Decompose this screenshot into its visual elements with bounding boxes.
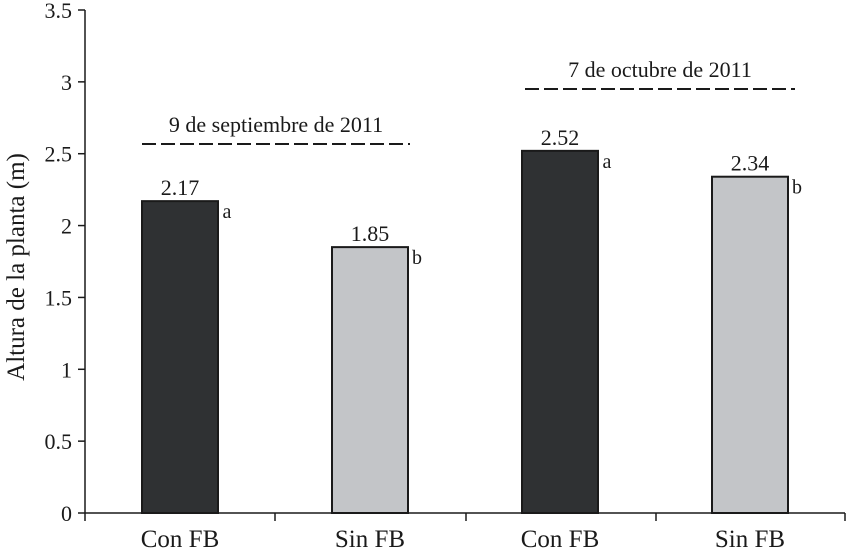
y-axis-title: Altura de la planta (m) [3, 153, 30, 381]
y-tick-label: 1.5 [45, 285, 73, 310]
bar-value-label: 2.34 [731, 151, 770, 176]
bar-value-label: 2.17 [161, 175, 200, 200]
y-tick-label: 2 [61, 214, 72, 239]
bar [331, 246, 409, 514]
y-tick-label: 3.5 [45, 0, 73, 23]
bar [141, 200, 219, 514]
bar-value-label: 1.85 [351, 221, 390, 246]
significance-letter: b [412, 247, 422, 269]
group-date-label: 9 de septiembre de 2011 [169, 112, 383, 137]
y-tick-label: 2.5 [45, 142, 73, 167]
significance-letter: a [603, 151, 612, 173]
significance-letter: a [223, 201, 232, 223]
bar-value-label: 2.52 [541, 125, 580, 150]
y-tick-label: 1 [61, 357, 72, 382]
x-category-label: Con FB [141, 526, 220, 549]
y-tick-label: 0.5 [45, 429, 73, 454]
group-date-label: 7 de octubre de 2011 [568, 57, 752, 82]
labels: 2.17 a Con FB 1.85 b Sin FB 2.52 a Con FB 2.34 b Si… [141, 57, 802, 549]
bar [521, 149, 599, 514]
significance-letter: b [792, 177, 802, 199]
bars [141, 149, 789, 515]
x-category-label: Con FB [521, 526, 600, 549]
x-category-label: Sin FB [335, 526, 405, 549]
y-tick-label: 3 [61, 70, 72, 95]
bar [711, 175, 789, 515]
x-category-label: Sin FB [715, 526, 785, 549]
y-tick-label: 0 [61, 501, 72, 526]
